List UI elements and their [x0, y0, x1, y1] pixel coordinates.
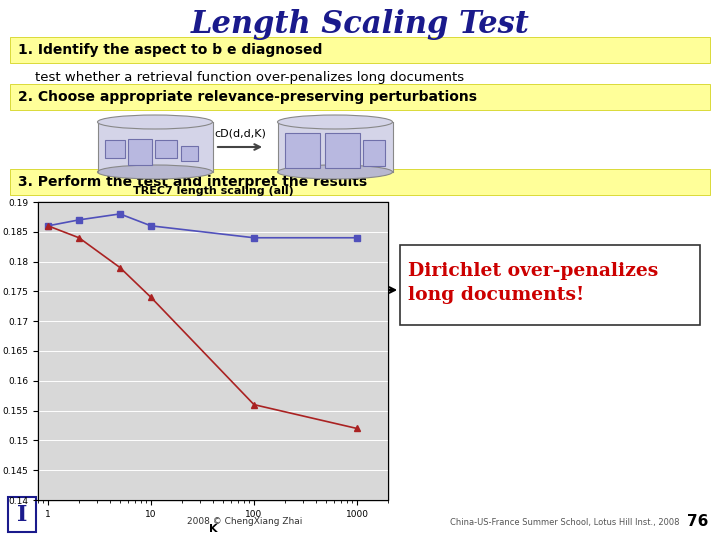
Text: 1. Identify the aspect to b e diagnosed: 1. Identify the aspect to b e diagnosed	[18, 43, 323, 57]
Bar	[400, 245, 700, 325]
Line: Dirichlet: Dirichlet	[45, 223, 360, 431]
Dirichlet	[44, 222, 53, 229]
Dirichlet	[353, 425, 361, 431]
Bar	[277, 122, 392, 172]
Okapi	[44, 222, 53, 229]
Bar	[155, 140, 177, 158]
Okapi	[147, 222, 156, 229]
Ellipse shape	[97, 165, 212, 179]
Text: 3. Perform the test and interpret the results: 3. Perform the test and interpret the re…	[18, 175, 367, 189]
Bar	[97, 122, 212, 172]
Dirichlet	[250, 401, 258, 408]
Bar	[128, 139, 152, 165]
Okapi	[353, 234, 361, 241]
Bar	[105, 140, 125, 158]
Bar	[38, 202, 388, 500]
Ellipse shape	[97, 115, 212, 129]
Text: Dirichlet over-penalizes
long documents!: Dirichlet over-penalizes long documents!	[408, 262, 658, 304]
Bar	[10, 84, 710, 110]
Dirichlet	[116, 264, 125, 271]
Bar	[285, 133, 320, 168]
Text: China-US-France Summer School, Lotus Hill Inst., 2008: China-US-France Summer School, Lotus Hil…	[450, 517, 680, 526]
Okapi	[75, 217, 84, 223]
Text: test whether a retrieval function over-penalizes long documents: test whether a retrieval function over-p…	[18, 71, 464, 84]
Bar	[181, 146, 198, 161]
Text: cD(d,d,K): cD(d,d,K)	[214, 129, 266, 139]
Dirichlet	[147, 294, 156, 301]
Text: 76: 76	[687, 515, 708, 530]
Title: TREC7 length scaling (all): TREC7 length scaling (all)	[132, 186, 293, 195]
Text: I: I	[17, 504, 27, 526]
Text: Length Scaling Test: Length Scaling Test	[191, 10, 529, 40]
Bar	[8, 497, 36, 532]
Line: Okapi: Okapi	[45, 211, 360, 240]
Dirichlet	[75, 234, 84, 241]
Bar	[10, 169, 710, 195]
Okapi	[250, 234, 258, 241]
Ellipse shape	[277, 115, 392, 129]
Okapi	[116, 211, 125, 217]
Ellipse shape	[277, 165, 392, 179]
X-axis label: K: K	[209, 524, 217, 534]
Text: 2. Choose appropriate relevance-preserving perturbations: 2. Choose appropriate relevance-preservi…	[18, 90, 477, 104]
Bar	[10, 37, 710, 63]
Text: 2008 © ChengXiang Zhai: 2008 © ChengXiang Zhai	[187, 517, 302, 526]
Bar	[363, 140, 385, 166]
Bar	[325, 133, 360, 168]
